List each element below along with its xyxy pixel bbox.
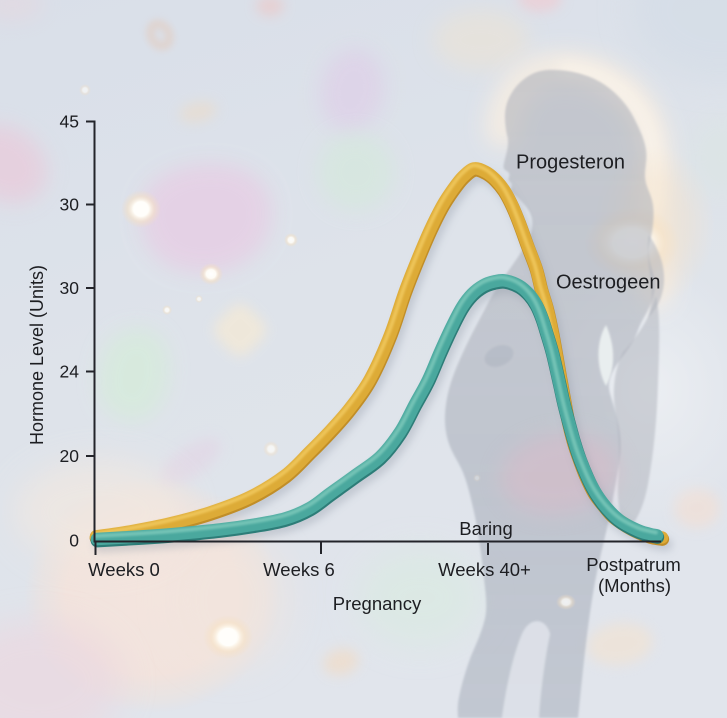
svg-text:Postpatrum: Postpatrum [586, 554, 681, 575]
svg-text:Baring: Baring [459, 518, 512, 539]
svg-text:Oestrogeen: Oestrogeen [556, 272, 661, 294]
svg-text:(Months): (Months) [598, 575, 671, 596]
svg-text:Weeks 40+: Weeks 40+ [438, 559, 531, 580]
svg-text:Weeks 0: Weeks 0 [88, 559, 160, 580]
svg-text:30: 30 [60, 278, 80, 298]
svg-text:Weeks 6: Weeks 6 [263, 559, 335, 580]
svg-text:20: 20 [60, 446, 80, 466]
svg-text:Pregnancy: Pregnancy [333, 593, 422, 614]
svg-text:45: 45 [60, 112, 79, 132]
svg-text:Progesteron: Progesteron [516, 152, 625, 174]
svg-text:0: 0 [69, 531, 79, 551]
svg-text:30: 30 [60, 195, 80, 215]
svg-text:Hormone Level (Units): Hormone Level (Units) [27, 265, 47, 445]
svg-text:24: 24 [60, 362, 80, 382]
